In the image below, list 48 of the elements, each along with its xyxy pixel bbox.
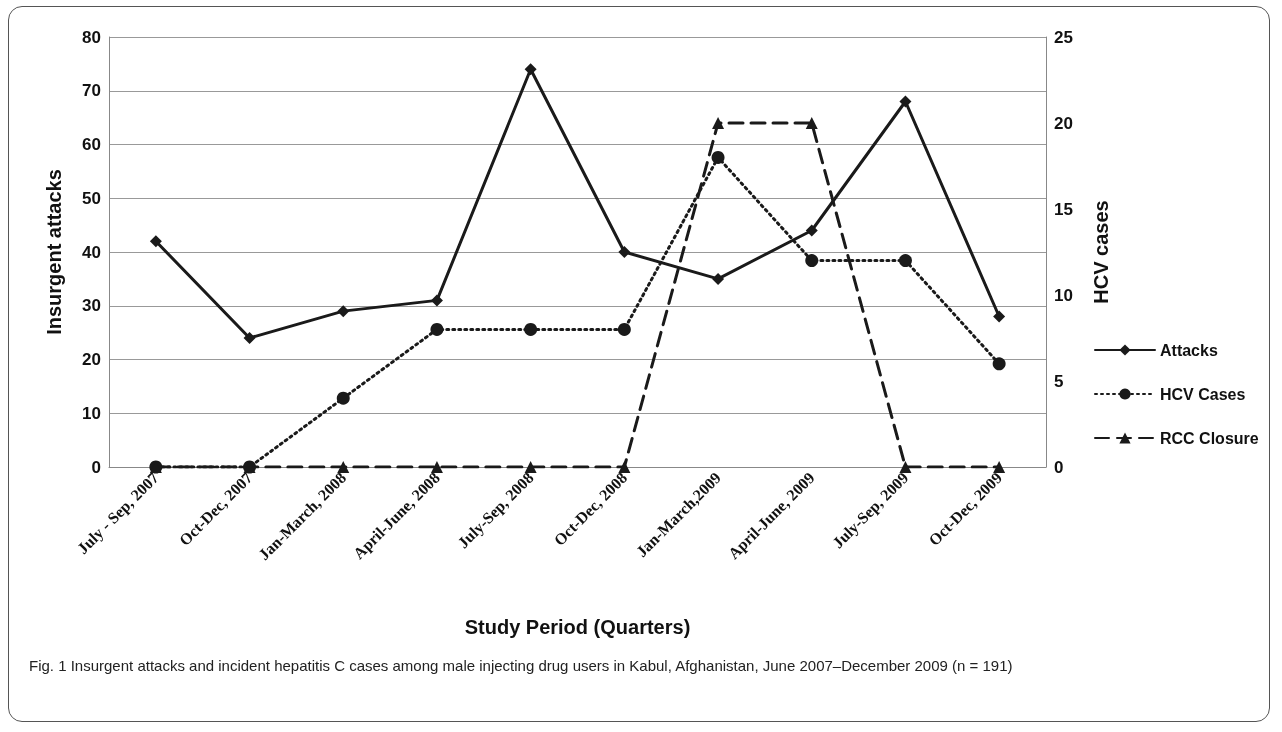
point [805,224,818,237]
point [993,310,1006,323]
point [336,391,350,405]
point [524,322,538,336]
y2-tick-label: 25 [1054,27,1073,47]
point [618,461,631,473]
y2-tick-label: 10 [1054,285,1073,305]
point [524,461,537,473]
point [337,305,350,318]
y-tick-label: 80 [82,27,101,47]
y-tick-label: 60 [82,135,101,154]
caption: Fig. 1 Insurgent attacks and incident hepatitis C cases among male injecting drug users in Kabul, Afghanistan, June 2007–December 2009 (n = 191) [29,656,1014,676]
y-tick-label: 40 [82,242,101,262]
point [149,235,162,248]
y2-tick-label: 0 [1054,457,1064,477]
y2-tick-label: 15 [1054,199,1073,219]
y2-tick-label: 5 [1054,371,1064,391]
point [993,461,1006,473]
point [430,294,443,307]
y-axis-title: Insurgent attacks [43,169,65,335]
point [712,272,725,285]
y-tick-label: 70 [82,81,101,101]
point [898,254,912,268]
y-tick-label: 10 [82,403,101,423]
point [430,461,443,473]
point [805,254,819,268]
point [711,150,725,164]
point [805,117,818,129]
point [618,246,631,258]
point [617,322,631,336]
point [524,63,537,76]
point [712,117,725,129]
y-tick-label: 50 [82,188,101,208]
point [430,322,444,336]
legend-label: HCV Cases [1160,385,1246,403]
point [899,95,912,108]
legend-label: Attacks [1160,341,1218,359]
point [337,461,350,473]
y2-axis-title: HCV cases [1090,200,1112,304]
y-tick-label: 0 [91,457,101,477]
x-axis-title: Study Period (Quarters) [464,616,691,638]
point [992,357,1006,371]
y-tick-label: 20 [82,350,101,369]
y2-tick-label: 20 [1054,113,1073,133]
point [243,332,256,344]
y-tick-label: 30 [82,296,101,316]
point [899,461,912,473]
legend-label: RCC Closure [1160,429,1259,447]
